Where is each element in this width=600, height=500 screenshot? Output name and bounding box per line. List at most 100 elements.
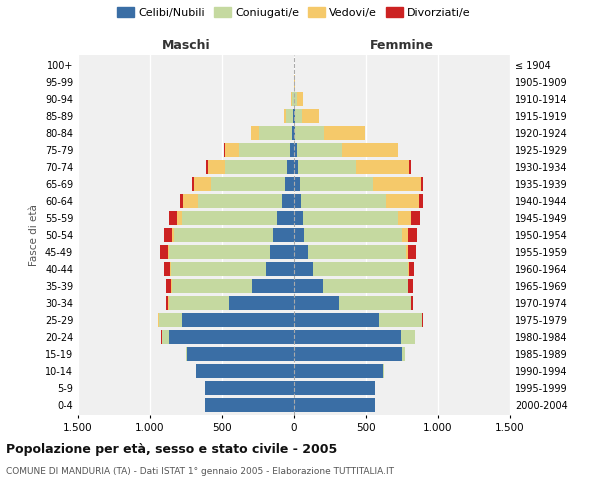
Bar xyxy=(409,160,410,174)
Bar xyxy=(295,109,302,124)
Bar xyxy=(356,160,409,174)
Bar xyxy=(409,262,414,276)
Bar xyxy=(164,228,172,242)
Legend: Celibi/Nubili, Coniugati/e, Vedovi/e, Divorziati/e: Celibi/Nubili, Coniugati/e, Vedovi/e, Di… xyxy=(113,3,475,22)
Bar xyxy=(294,380,374,395)
Bar xyxy=(161,330,169,344)
Bar xyxy=(294,346,402,361)
Bar xyxy=(421,177,423,192)
Bar xyxy=(323,278,408,293)
Bar xyxy=(169,245,269,259)
Bar xyxy=(252,278,294,293)
Bar xyxy=(419,194,423,208)
Bar xyxy=(225,143,239,158)
Bar xyxy=(291,92,292,106)
Bar xyxy=(169,296,229,310)
Bar xyxy=(164,262,170,276)
Bar xyxy=(292,92,294,106)
Bar xyxy=(294,92,297,106)
Text: Popolazione per età, sesso e stato civile - 2005: Popolazione per età, sesso e stato civil… xyxy=(6,442,337,456)
Bar xyxy=(402,346,405,361)
Bar xyxy=(283,194,294,208)
Bar xyxy=(168,245,169,259)
Bar xyxy=(302,109,319,124)
Bar xyxy=(186,346,187,361)
Bar xyxy=(251,126,259,140)
Bar xyxy=(172,228,174,242)
Bar xyxy=(294,194,301,208)
Text: Femmine: Femmine xyxy=(370,38,434,52)
Bar xyxy=(208,160,225,174)
Bar xyxy=(308,245,406,259)
Bar xyxy=(294,398,374,412)
Text: COMUNE DI MANDURIA (TA) - Dati ISTAT 1° gennaio 2005 - Elaborazione TUTTITALIA.I: COMUNE DI MANDURIA (TA) - Dati ISTAT 1° … xyxy=(6,468,394,476)
Bar xyxy=(294,312,379,327)
Bar xyxy=(174,228,273,242)
Bar xyxy=(196,364,294,378)
Bar xyxy=(205,380,294,395)
Bar xyxy=(224,143,225,158)
Bar xyxy=(294,75,295,90)
Bar xyxy=(379,312,422,327)
Bar xyxy=(182,312,294,327)
Bar xyxy=(304,228,402,242)
Bar xyxy=(301,194,386,208)
Bar xyxy=(294,211,302,225)
Bar xyxy=(178,211,182,225)
Bar xyxy=(411,296,413,310)
Bar xyxy=(171,262,266,276)
Bar xyxy=(205,398,294,412)
Bar xyxy=(294,177,300,192)
Bar xyxy=(294,160,298,174)
Bar xyxy=(206,160,208,174)
Bar xyxy=(298,160,356,174)
Bar xyxy=(408,228,417,242)
Bar xyxy=(294,262,313,276)
Bar xyxy=(410,211,420,225)
Bar xyxy=(422,312,423,327)
Bar xyxy=(294,245,308,259)
Bar xyxy=(294,330,401,344)
Bar xyxy=(324,126,365,140)
Bar xyxy=(187,346,294,361)
Bar xyxy=(158,312,182,327)
Bar xyxy=(211,177,284,192)
Bar xyxy=(313,262,408,276)
Bar xyxy=(409,245,416,259)
Bar xyxy=(294,126,295,140)
Bar xyxy=(386,194,419,208)
Bar xyxy=(160,245,168,259)
Bar xyxy=(266,262,294,276)
Bar xyxy=(284,177,294,192)
Bar xyxy=(294,228,304,242)
Bar xyxy=(406,245,409,259)
Bar xyxy=(373,177,421,192)
Bar xyxy=(183,194,197,208)
Bar xyxy=(166,296,169,310)
Bar xyxy=(284,109,286,124)
Bar xyxy=(292,126,294,140)
Bar xyxy=(286,109,293,124)
Bar xyxy=(239,143,290,158)
Bar xyxy=(401,330,415,344)
Y-axis label: Fasce di età: Fasce di età xyxy=(29,204,39,266)
Bar xyxy=(341,143,398,158)
Bar xyxy=(294,364,383,378)
Bar xyxy=(229,296,294,310)
Bar xyxy=(269,245,294,259)
Bar xyxy=(294,143,297,158)
Bar xyxy=(338,296,410,310)
Bar xyxy=(290,143,294,158)
Bar xyxy=(408,262,409,276)
Bar xyxy=(294,278,323,293)
Bar xyxy=(197,194,283,208)
Bar xyxy=(259,126,292,140)
Bar xyxy=(287,160,294,174)
Bar xyxy=(398,211,410,225)
Bar xyxy=(169,211,178,225)
Bar xyxy=(297,143,341,158)
Bar xyxy=(408,278,409,293)
Bar xyxy=(294,109,295,124)
Bar xyxy=(179,194,183,208)
Bar xyxy=(297,92,302,106)
